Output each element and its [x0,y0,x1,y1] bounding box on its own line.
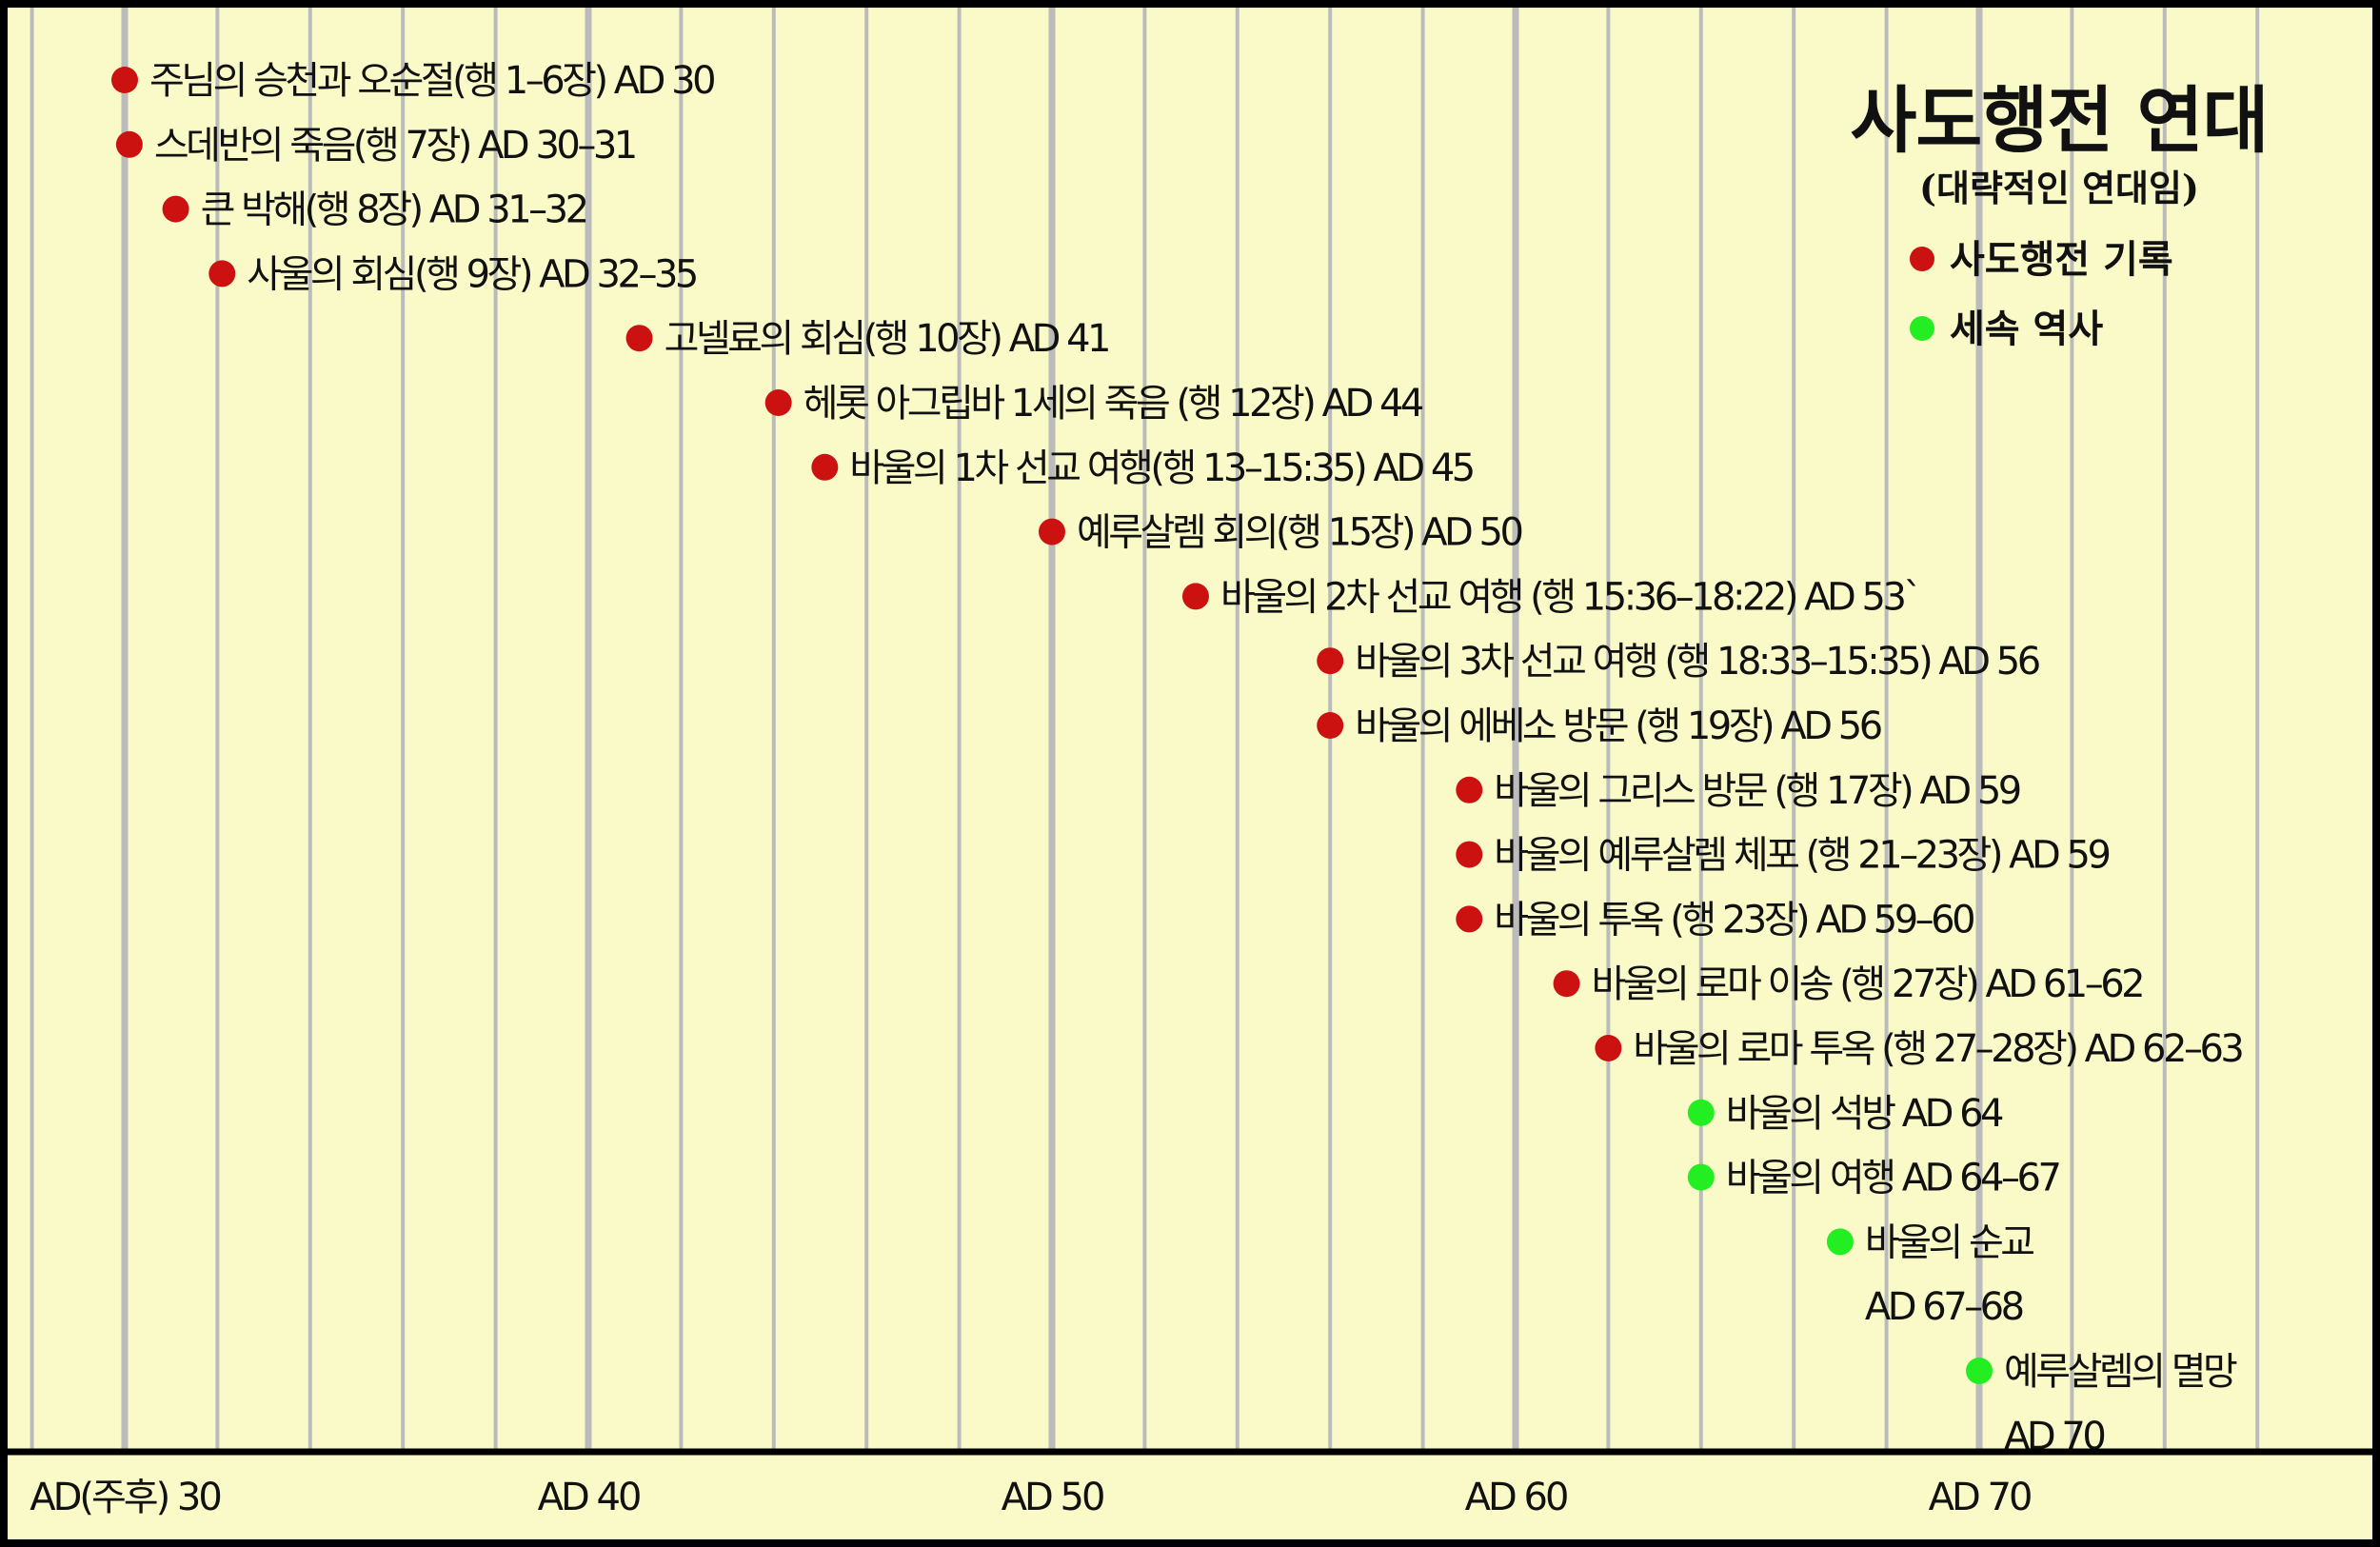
event-dot [1826,1228,1854,1256]
x-tick-label: AD 70 [1929,1476,2031,1519]
event-label: 주님의 승천과 오순절(행 1–6장) AD 30 [149,59,714,103]
event-dot [1687,1099,1715,1126]
event-item: 헤롯 아그립바 1세의 죽음 (행 12장) AD 44 [764,382,1426,426]
timeline-chart: 주님의 승천과 오순절(행 1–6장) AD 30 스데반의 죽음(행 7장) A… [8,8,2372,1539]
event-dot [162,195,189,223]
event-item: 바울의 예루살렘 체포 (행 21–23장) AD 59 [1456,834,2112,878]
event-item: 스데반의 죽음(행 7장) AD 30–31 [115,124,638,168]
event-dot [1317,647,1344,675]
event-dot [1456,776,1483,803]
event-item: 바울의 에베소 방문 (행 19장) AD 56 [1317,704,1884,748]
event-label: 바울의 3차 선교 여행 (행 18:33–15:35) AD 56 [1355,640,2039,684]
x-tick-label: AD 40 [538,1476,640,1519]
event-dot [625,325,653,352]
event-label: 예루살렘 회의(행 15장) AD 50 [1077,511,1521,555]
event-label: 바울의 에베소 방문 (행 19장) AD 56 [1355,704,1881,748]
axis-band [8,1452,2372,1539]
event-label: 바울의 그리스 방문 (행 17장) AD 59 [1494,769,2020,813]
legend-acts-dot [1910,247,1934,271]
x-tick-label: AD 60 [1465,1476,1567,1519]
event-label: 바울의 예루살렘 체포 (행 21–23장) AD 59 [1494,834,2109,878]
event-label: 예루살렘의 멸망 [2004,1350,2237,1394]
event-dot [1456,905,1483,933]
event-item: 바울의 순교 AD 67–68 [1826,1220,2037,1329]
event-dot [1181,583,1209,610]
event-dot [1039,518,1065,545]
event-item: 바울의 그리스 방문 (행 17장) AD 59 [1456,769,2023,813]
event-dot [115,130,143,158]
event-item: 바울의 석방 AD 64 [1687,1092,2007,1136]
event-dot [1317,712,1344,739]
event-item: 고넬료의 회심(행 10장) AD 41 [625,317,1112,361]
event-label: 헤롯 아그립바 1세의 죽음 (행 12장) AD 44 [803,382,1423,426]
event-dot [111,67,138,93]
x-tick-label: AD(주후) 30 [30,1476,220,1519]
chart-subtitle: (대략적인 연대임) [1919,167,2199,209]
chart-title: 사도행전 연대 [1851,78,2269,163]
legend-acts-label: 사도행전 기록 [1950,237,2173,282]
event-label: 바울의 로마 투옥 (행 27–28장) AD 62–63 [1633,1027,2242,1071]
event-item: 바울의 1차 선교 여행(행 13–15:35) AD 45 [811,446,1476,490]
event-dot [764,389,792,416]
event-dot [1966,1358,1993,1384]
event-dot [1553,970,1580,998]
event-label: 바울의 투옥 (행 23장) AD 59–60 [1494,898,1973,942]
title-legend: 사도행전 연대 (대략적인 연대임) 사도행전 기록 세속 역사 [1851,78,2270,351]
event-label: 스데반의 죽음(행 7장) AD 30–31 [154,124,635,168]
event-label: 바울의 1차 선교 여행(행 13–15:35) AD 45 [849,446,1472,490]
event-item: 바울의 3차 선교 여행 (행 18:33–15:35) AD 56 [1317,640,2042,684]
event-dot [1687,1163,1715,1191]
event-label: 바울의 석방 AD 64 [1726,1092,2003,1136]
event-item: 바울의 여행 AD 64–67 [1687,1157,2063,1200]
event-label: 바울의 여행 AD 64–67 [1726,1157,2060,1200]
x-tick-label: AD 50 [1002,1476,1103,1519]
event-dot [1456,841,1483,868]
event-dot [1595,1035,1622,1061]
gridlines [30,8,2260,1452]
event-item: 사울의 회심(행 9장) AD 32–35 [208,252,699,296]
event-item: 예루살렘 회의(행 15장) AD 50 [1039,511,1525,555]
event-dot [208,260,236,288]
chart-frame: 주님의 승천과 오순절(행 1–6장) AD 30 스데반의 죽음(행 7장) A… [8,8,2372,1539]
event-label: AD 67–68 [1865,1285,2023,1329]
legend-secular-dot [1910,316,1934,341]
event-item: 큰 박해(행 8장) AD 31–32 [162,188,589,232]
event-label: 바울의 순교 [1865,1220,2033,1264]
event-item: 바울의 로마 이송 (행 27장) AD 61–62 [1553,962,2146,1006]
event-item: 바울의 2차 선교 여행 (행 15:36–18:22) AD 53` [1181,575,1922,619]
year-axis: AD(주후) 30 AD 40 AD 50 AD 60 AD 70 [8,1448,2372,1539]
event-label: 큰 박해(행 8장) AD 31–32 [201,188,586,232]
event-item: 주님의 승천과 오순절(행 1–6장) AD 30 [111,59,718,103]
event-dot [811,453,839,481]
event-label: 고넬료의 회심(행 10장) AD 41 [664,317,1108,361]
event-label: 바울의 로마 이송 (행 27장) AD 61–62 [1592,962,2143,1006]
event-label: 사울의 회심(행 9장) AD 32–35 [247,252,696,296]
event-item: 바울의 투옥 (행 23장) AD 59–60 [1456,898,1977,942]
event-label: 바울의 2차 선교 여행 (행 15:36–18:22) AD 53` [1220,575,1919,619]
event-item: 바울의 로마 투옥 (행 27–28장) AD 62–63 [1595,1027,2246,1071]
legend-secular-label: 세속 역사 [1950,307,2103,351]
